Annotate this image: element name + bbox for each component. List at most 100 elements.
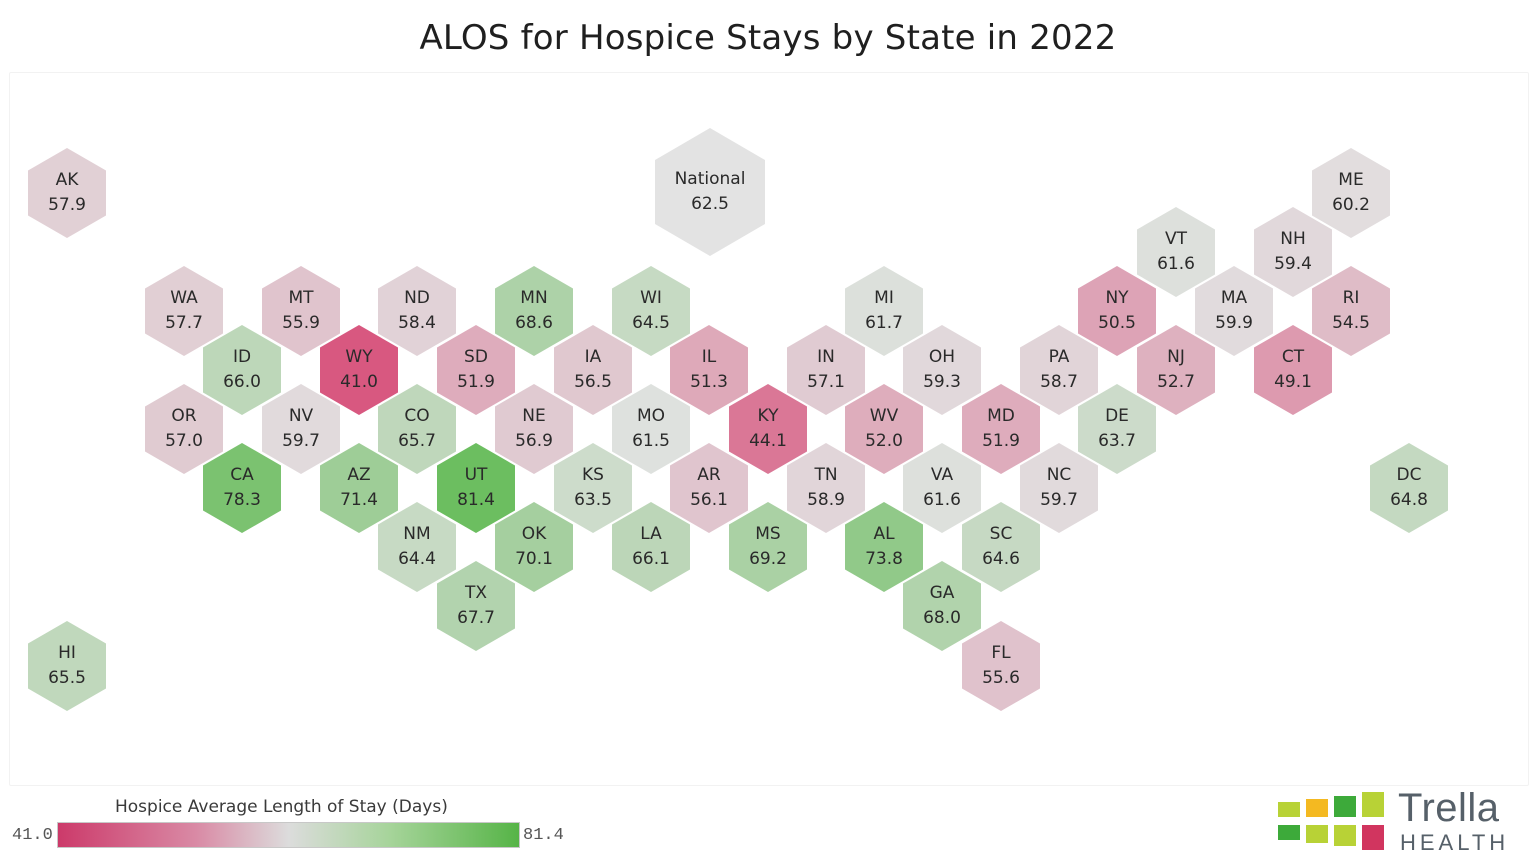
state-tile-fl[interactable]: FL 55.6 <box>962 621 1040 711</box>
state-tile-ok[interactable]: OK 70.1 <box>495 502 573 592</box>
tile-label: HI <box>58 643 76 663</box>
state-tile-nm[interactable]: NM 64.4 <box>378 502 456 592</box>
tile-label: NH <box>1280 229 1306 249</box>
tile-label: AZ <box>347 465 371 485</box>
tile-value: 55.6 <box>982 668 1020 688</box>
state-tile-ct[interactable]: CT 49.1 <box>1254 325 1332 415</box>
trella-health-logo: Trella HEALTH <box>1276 786 1526 856</box>
state-tile-pa[interactable]: PA 58.7 <box>1020 325 1098 415</box>
state-tile-id[interactable]: ID 66.0 <box>203 325 281 415</box>
tile-value: 71.4 <box>340 490 378 510</box>
tile-label: GA <box>929 583 955 603</box>
tile-label: NC <box>1046 465 1072 485</box>
state-tile-ma[interactable]: MA 59.9 <box>1195 266 1273 356</box>
state-tile-md[interactable]: MD 51.9 <box>962 384 1040 474</box>
tile-value: 56.9 <box>515 431 553 451</box>
state-tile-nc[interactable]: NC 59.7 <box>1020 443 1098 533</box>
state-tile-ca[interactable]: CA 78.3 <box>203 443 281 533</box>
state-tile-mt[interactable]: MT 55.9 <box>262 266 340 356</box>
state-tile-oh[interactable]: OH 59.3 <box>903 325 981 415</box>
tile-label: WV <box>869 406 899 426</box>
state-tile-wa[interactable]: WA 57.7 <box>145 266 223 356</box>
tile-label: TX <box>464 583 488 603</box>
state-tile-ky[interactable]: KY 44.1 <box>729 384 807 474</box>
state-tile-al[interactable]: AL 73.8 <box>845 502 923 592</box>
tile-label: NM <box>403 524 431 544</box>
logo-square-icon <box>1306 799 1328 817</box>
state-tile-wy[interactable]: WY 41.0 <box>320 325 398 415</box>
tile-label: CO <box>404 406 430 426</box>
state-tile-nv[interactable]: NV 59.7 <box>262 384 340 474</box>
tile-value: 61.7 <box>865 313 903 333</box>
tile-label: OH <box>928 347 956 367</box>
state-tile-va[interactable]: VA 61.6 <box>903 443 981 533</box>
state-tile-la[interactable]: LA 66.1 <box>612 502 690 592</box>
state-tile-az[interactable]: AZ 71.4 <box>320 443 398 533</box>
state-tile-tn[interactable]: TN 58.9 <box>787 443 865 533</box>
state-tile-co[interactable]: CO 65.7 <box>378 384 456 474</box>
tile-label: NJ <box>1167 347 1185 367</box>
logo-square-icon <box>1278 825 1300 840</box>
tile-label: NY <box>1105 288 1129 308</box>
tile-label: ME <box>1338 170 1364 190</box>
logo-square-icon <box>1362 792 1384 817</box>
state-tile-ri[interactable]: RI 54.5 <box>1312 266 1390 356</box>
state-tile-nh[interactable]: NH 59.4 <box>1254 207 1332 297</box>
tile-label: VT <box>1164 229 1187 249</box>
state-tile-vt[interactable]: VT 61.6 <box>1137 207 1215 297</box>
state-tile-ne[interactable]: NE 56.9 <box>495 384 573 474</box>
tile-value: 58.4 <box>398 313 436 333</box>
logo-square-icon <box>1362 825 1384 850</box>
tile-label: OR <box>171 406 197 426</box>
state-tile-hi[interactable]: HI 65.5 <box>28 621 106 711</box>
state-tile-mo[interactable]: MO 61.5 <box>612 384 690 474</box>
tile-value: 68.6 <box>515 313 553 333</box>
logo-subtitle: HEALTH <box>1400 830 1510 855</box>
tile-label: NE <box>522 406 546 426</box>
tile-value: 59.7 <box>1040 490 1078 510</box>
tile-value: 64.6 <box>982 549 1020 569</box>
state-tile-sd[interactable]: SD 51.9 <box>437 325 515 415</box>
tile-value: 63.7 <box>1098 431 1136 451</box>
tile-value: 56.5 <box>574 372 612 392</box>
state-tile-nd[interactable]: ND 58.4 <box>378 266 456 356</box>
state-tile-de[interactable]: DE 63.7 <box>1078 384 1156 474</box>
legend-max-value: 81.4 <box>523 826 564 845</box>
state-tile-ny[interactable]: NY 50.5 <box>1078 266 1156 356</box>
state-tile-mi[interactable]: MI 61.7 <box>845 266 923 356</box>
tile-value: 58.7 <box>1040 372 1078 392</box>
tile-label: MI <box>874 288 894 308</box>
state-tile-ia[interactable]: IA 56.5 <box>554 325 632 415</box>
tile-label: KS <box>582 465 604 485</box>
tile-label: IL <box>701 347 717 367</box>
state-tile-ks[interactable]: KS 63.5 <box>554 443 632 533</box>
tile-value: 61.5 <box>632 431 670 451</box>
state-tile-ut[interactable]: UT 81.4 <box>437 443 515 533</box>
state-tile-me[interactable]: ME 60.2 <box>1312 148 1390 238</box>
tile-value: 65.7 <box>398 431 436 451</box>
state-tile-il[interactable]: IL 51.3 <box>670 325 748 415</box>
tile-label: IA <box>584 347 602 367</box>
state-tile-ak[interactable]: AK 57.9 <box>28 148 106 238</box>
tile-value: 59.7 <box>282 431 320 451</box>
state-tile-ar[interactable]: AR 56.1 <box>670 443 748 533</box>
state-tile-ga[interactable]: GA 68.0 <box>903 561 981 651</box>
state-tile-tx[interactable]: TX 67.7 <box>437 561 515 651</box>
state-tile-ms[interactable]: MS 69.2 <box>729 502 807 592</box>
state-tile-mn[interactable]: MN 68.6 <box>495 266 573 356</box>
tile-label: ND <box>404 288 430 308</box>
tile-value: 64.4 <box>398 549 436 569</box>
tile-value: 54.5 <box>1332 313 1370 333</box>
tile-value: 52.0 <box>865 431 903 451</box>
logo-square-icon <box>1278 802 1300 817</box>
state-tile-dc[interactable]: DC 64.8 <box>1370 443 1448 533</box>
state-tile-wv[interactable]: WV 52.0 <box>845 384 923 474</box>
state-tile-sc[interactable]: SC 64.6 <box>962 502 1040 592</box>
state-tile-in[interactable]: IN 57.1 <box>787 325 865 415</box>
state-tile-wi[interactable]: WI 64.5 <box>612 266 690 356</box>
tile-value: 57.0 <box>165 431 203 451</box>
chart-title: ALOS for Hospice Stays by State in 2022 <box>419 18 1117 58</box>
state-tile-nj[interactable]: NJ 52.7 <box>1137 325 1215 415</box>
state-tile-or[interactable]: OR 57.0 <box>145 384 223 474</box>
tile-value: 57.1 <box>807 372 845 392</box>
